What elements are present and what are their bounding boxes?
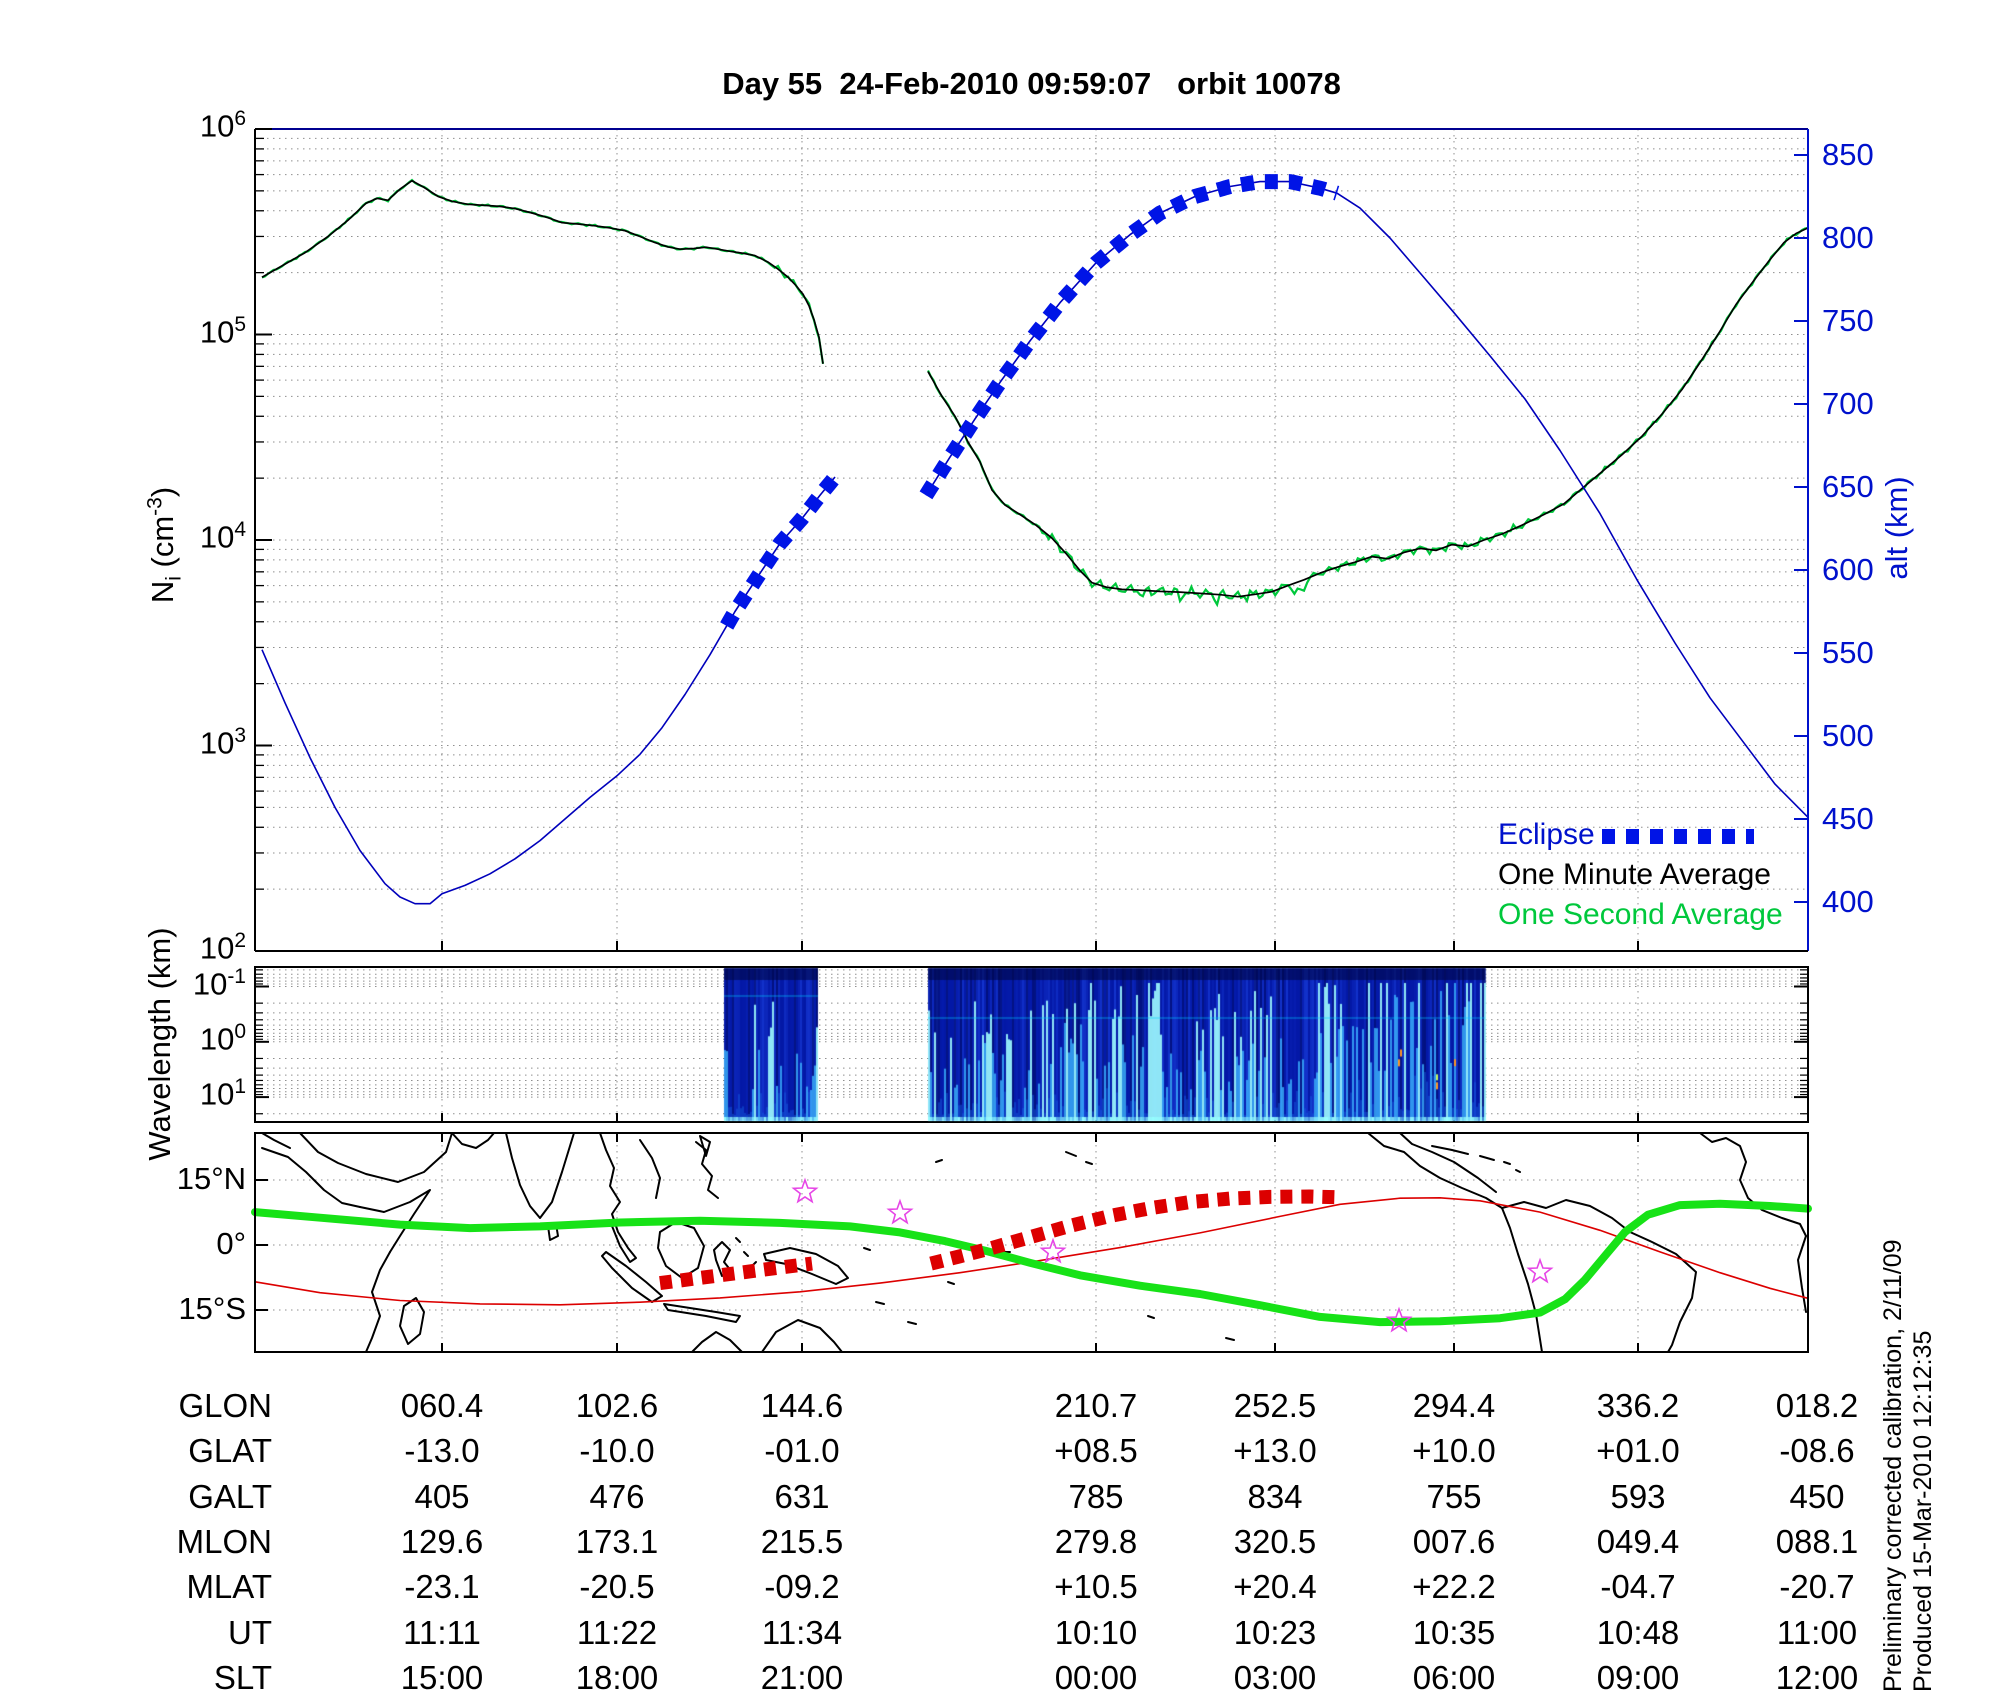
table-cell: -23.1 [404, 1568, 480, 1605]
table-cell: 18:00 [575, 1659, 659, 1696]
table-cell: 11:22 [576, 1614, 658, 1651]
alt-tick-label: 550 [1822, 635, 1874, 670]
eclipse-exit-star-icon [791, 1177, 819, 1204]
table-cell: 279.8 [1054, 1523, 1138, 1560]
table-row-label: GLAT [188, 1432, 272, 1469]
legend-eclipse-dash-sample [1602, 829, 1754, 844]
table-cell: 144.6 [760, 1387, 844, 1424]
table-cell: 450 [1789, 1478, 1845, 1515]
alt-tick-label: 800 [1822, 220, 1874, 255]
table-cell: 10:35 [1412, 1614, 1496, 1651]
table-cell: 049.4 [1596, 1523, 1680, 1560]
table-cell: 018.2 [1775, 1387, 1859, 1424]
table-cell: 11:34 [761, 1614, 843, 1651]
table-cell: +10.0 [1412, 1432, 1496, 1469]
table-cell: 102.6 [575, 1387, 659, 1424]
table-cell: -20.7 [1779, 1568, 1855, 1605]
alt-tick-label: 650 [1822, 469, 1874, 504]
ni-tick-label: 103 [199, 723, 246, 760]
table-cell: 210.7 [1054, 1387, 1138, 1424]
table-cell: 11:11 [403, 1614, 481, 1651]
alt-tick-label: 700 [1822, 386, 1874, 421]
table-cell: 834 [1247, 1478, 1303, 1515]
map-lat-tick-label: 15°N [176, 1161, 246, 1196]
wavelength-tick-label: 10-1 [192, 964, 246, 1001]
table-cell: +22.2 [1412, 1568, 1496, 1605]
ni-tick-label: 102 [199, 929, 246, 966]
table-cell: +13.0 [1233, 1432, 1317, 1469]
table-cell: 15:00 [400, 1659, 484, 1696]
table-cell: 10:10 [1054, 1614, 1138, 1651]
table-cell: 215.5 [760, 1523, 844, 1560]
table-cell: 10:23 [1233, 1614, 1317, 1651]
table-cell: +01.0 [1596, 1432, 1680, 1469]
table-cell: -13.0 [404, 1432, 480, 1469]
table-cell: 129.6 [400, 1523, 484, 1560]
ni-tick-label: 106 [199, 107, 246, 144]
table-row-label: MLAT [186, 1568, 272, 1605]
table-cell: +10.5 [1054, 1568, 1138, 1605]
wavelength-tick-label: 101 [199, 1075, 246, 1112]
alt-tick-label: 400 [1822, 884, 1874, 919]
table-cell: 088.1 [1775, 1523, 1859, 1560]
table-cell: 785 [1068, 1478, 1124, 1515]
footer-note-line1: Preliminary corrected calibration, 2/11/… [1879, 1239, 1907, 1692]
wavelength-tick-label: 100 [199, 1019, 246, 1057]
table-cell: +08.5 [1054, 1432, 1138, 1469]
table-cell: -01.0 [764, 1432, 840, 1469]
alt-tick-label: 450 [1822, 801, 1874, 836]
table-cell: 476 [589, 1478, 645, 1515]
table-cell: -10.0 [579, 1432, 655, 1469]
map-lat-tick-label: 0° [216, 1226, 246, 1261]
footer-notes: Preliminary corrected calibration, 2/11/… [1878, 1239, 1938, 1692]
table-row-label: GLON [178, 1387, 272, 1424]
eclipse-exit-star-icon [886, 1198, 914, 1225]
ni-tick-label: 104 [199, 518, 246, 555]
table-cell: 294.4 [1412, 1387, 1496, 1424]
table-cell: 09:00 [1596, 1659, 1680, 1696]
table-row-label: GALT [188, 1478, 272, 1515]
ni-tick-label: 105 [199, 312, 246, 349]
table-row-label: SLT [213, 1659, 272, 1696]
table-cell: 336.2 [1596, 1387, 1680, 1424]
table-cell: 00:00 [1054, 1659, 1138, 1696]
table-cell: 631 [774, 1478, 830, 1515]
table-cell: -08.6 [1779, 1432, 1855, 1469]
footer-note-line2: Produced 15-Mar-2010 12:12:35 [1909, 1330, 1937, 1692]
table-cell: 060.4 [400, 1387, 484, 1424]
eclipse-exit-star-icon [1039, 1237, 1067, 1264]
map-lat-tick-label: 15°S [178, 1290, 246, 1326]
table-cell: 593 [1610, 1478, 1666, 1515]
table-cell: -20.5 [579, 1568, 655, 1605]
eclipse-exit-star-icon [1385, 1306, 1413, 1333]
legend-one-minute-label: One Minute Average [1498, 858, 1771, 891]
legend-one-second-label: One Second Average [1498, 898, 1783, 931]
table-cell: 755 [1426, 1478, 1482, 1515]
table-cell: 007.6 [1412, 1523, 1496, 1560]
table-cell: 12:00 [1775, 1659, 1859, 1696]
table-cell: +20.4 [1233, 1568, 1317, 1605]
table-row-label: MLON [176, 1523, 272, 1560]
table-row-label: UT [228, 1614, 272, 1651]
table-cell: 06:00 [1412, 1659, 1496, 1696]
table-cell: 320.5 [1233, 1523, 1317, 1560]
table-cell: 252.5 [1233, 1387, 1317, 1424]
table-cell: 405 [414, 1478, 470, 1515]
table-cell: 11:00 [1776, 1614, 1858, 1651]
alt-tick-label: 600 [1822, 552, 1874, 587]
table-cell: 10:48 [1596, 1614, 1680, 1651]
alt-tick-label: 850 [1822, 137, 1874, 172]
table-cell: -04.7 [1600, 1568, 1676, 1605]
table-cell: -09.2 [764, 1568, 840, 1605]
table-cell: 173.1 [575, 1523, 659, 1560]
table-cell: 03:00 [1233, 1659, 1317, 1696]
page-title: Day 55 24-Feb-2010 09:59:07 orbit 10078 [722, 66, 1341, 101]
alt-tick-label: 500 [1822, 718, 1874, 753]
table-cell: 21:00 [760, 1659, 844, 1696]
alt-tick-label: 750 [1822, 303, 1874, 338]
legend-eclipse-label: Eclipse [1498, 818, 1595, 851]
eclipse-exit-star-icon [1526, 1257, 1554, 1284]
